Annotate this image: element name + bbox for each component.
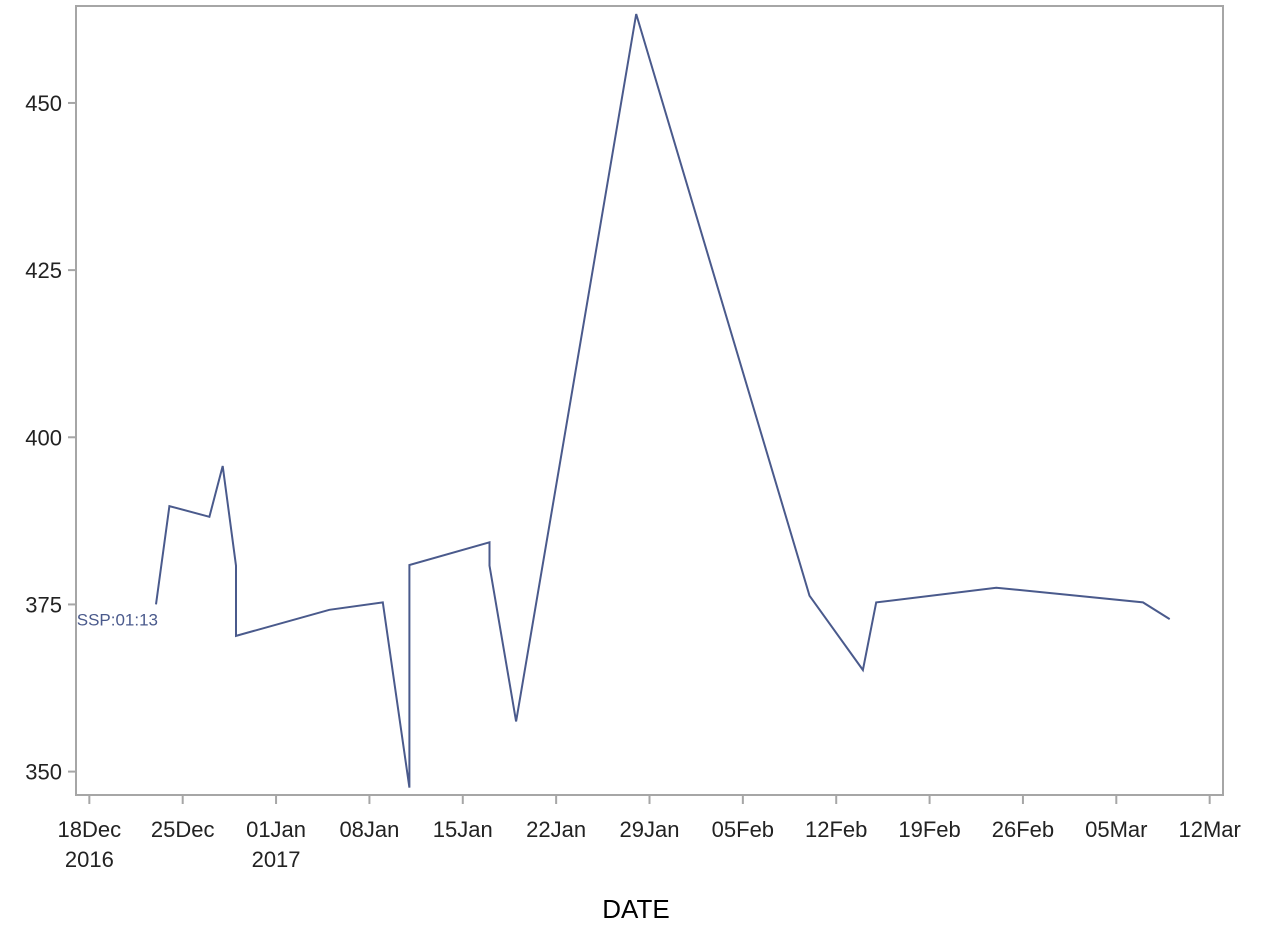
x-tick-label: 08Jan [339,817,399,842]
y-tick-label: 425 [25,258,62,283]
y-tick-label: 450 [25,91,62,116]
x-axis: 18Dec 2016 25Dec 01Jan 2017 08Jan 15Jan 22Jan 29… [58,795,1241,872]
series-point [489,541,491,543]
series-point [875,602,877,604]
x-tick-label: 25Dec [151,817,215,842]
x-tick-label: 19Feb [898,817,960,842]
x-tick-label: 26Feb [992,817,1054,842]
series-point [222,465,224,467]
series-point [169,505,171,507]
x-tick-label: 15Jan [433,817,493,842]
series-point [635,13,637,15]
y-tick-label: 375 [25,592,62,617]
series-point [409,564,411,566]
plot-frame [75,5,1224,796]
series-point [382,602,384,604]
series-point [515,721,517,723]
y-axis: 350 375 400 425 450 [25,91,76,785]
x-tick-year-label: 2016 [65,847,114,872]
x-axis-title: DATE [602,894,669,924]
series-point [809,595,811,597]
x-tick-label: 12Feb [805,817,867,842]
series-label: SSP:01:13 [77,610,158,629]
x-tick-year-label: 2017 [252,847,301,872]
series-layer: SSP:01:13 [77,13,1171,788]
y-tick-label: 350 [25,760,62,785]
x-tick-label: 12Mar [1178,817,1240,842]
series-point [1142,602,1144,604]
series-point [235,565,237,567]
series-point [235,635,237,637]
x-tick-label: 01Jan [246,817,306,842]
series-point [489,565,491,567]
x-tick-label: 05Feb [712,817,774,842]
x-tick-label: 22Jan [526,817,586,842]
x-tick-label: 05Mar [1085,817,1147,842]
x-tick-label: 29Jan [620,817,680,842]
series-point [209,516,211,518]
series-point [995,587,997,589]
series-point [862,669,864,671]
series-point [409,787,411,789]
series-point [1169,618,1171,620]
series-line [155,13,1171,788]
series-point [155,604,157,606]
series-point [329,609,331,611]
y-tick-label: 400 [25,425,62,450]
x-tick-label: 18Dec [58,817,122,842]
